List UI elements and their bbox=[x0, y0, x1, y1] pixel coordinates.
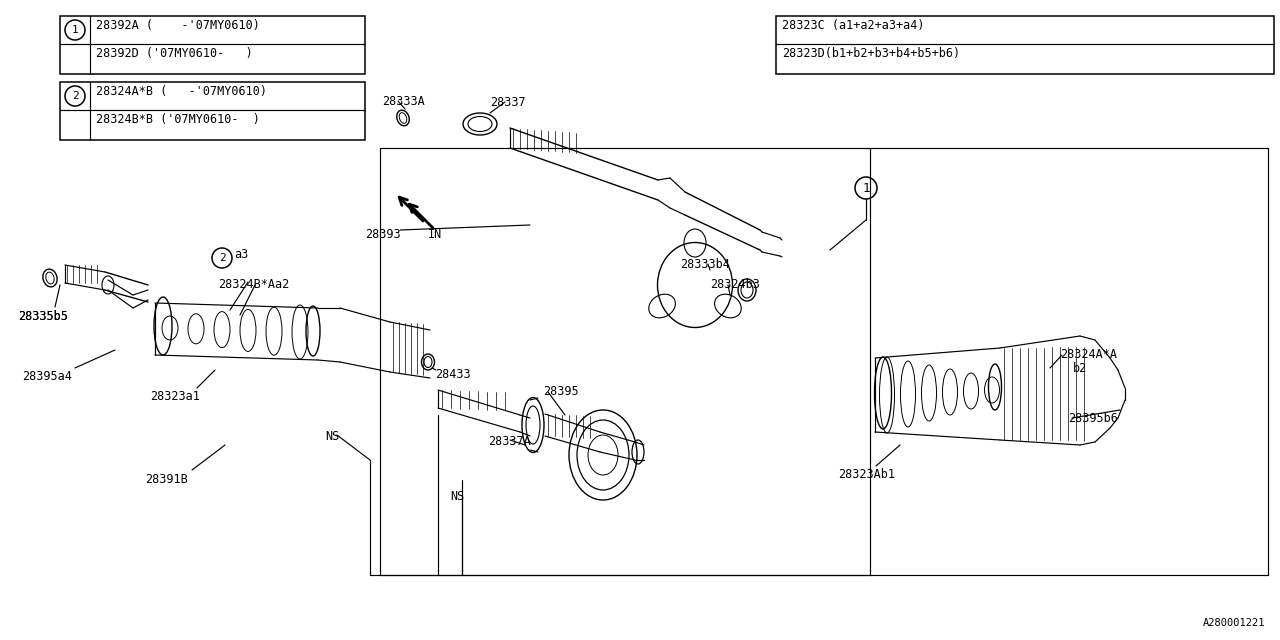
Text: b2: b2 bbox=[1073, 362, 1087, 375]
Bar bbox=[60, 16, 365, 74]
Text: NS: NS bbox=[325, 430, 339, 443]
Text: 28337: 28337 bbox=[490, 96, 526, 109]
Text: 1: 1 bbox=[72, 25, 78, 35]
Text: 28324B*B ('07MY0610-  ): 28324B*B ('07MY0610- ) bbox=[96, 113, 260, 126]
Text: 1: 1 bbox=[863, 182, 869, 195]
Text: NS: NS bbox=[451, 490, 465, 503]
Text: 28333A: 28333A bbox=[381, 95, 425, 108]
Text: 28395a4: 28395a4 bbox=[22, 370, 72, 383]
Text: 28323Ab1: 28323Ab1 bbox=[838, 468, 895, 481]
Bar bbox=[776, 16, 1274, 74]
Bar bbox=[60, 82, 365, 140]
Text: 28335b5: 28335b5 bbox=[18, 310, 68, 323]
Text: IN: IN bbox=[428, 228, 443, 241]
Text: 28335b5: 28335b5 bbox=[18, 310, 68, 323]
Text: 28392D ('07MY0610-   ): 28392D ('07MY0610- ) bbox=[96, 47, 252, 60]
Text: 28324B*Aa2: 28324B*Aa2 bbox=[218, 278, 289, 291]
Text: 2: 2 bbox=[219, 253, 225, 263]
Text: a3: a3 bbox=[234, 248, 248, 260]
Text: 28393: 28393 bbox=[365, 228, 401, 241]
Text: 28324b3: 28324b3 bbox=[710, 278, 760, 291]
Text: 28392A (    -'07MY0610): 28392A ( -'07MY0610) bbox=[96, 19, 260, 32]
Text: 28433: 28433 bbox=[435, 368, 471, 381]
Text: 28323D(b1+b2+b3+b4+b5+b6): 28323D(b1+b2+b3+b4+b5+b6) bbox=[782, 47, 960, 60]
Text: 28337A: 28337A bbox=[488, 435, 531, 448]
Text: 28324A*A: 28324A*A bbox=[1060, 348, 1117, 361]
Text: 28333b4: 28333b4 bbox=[680, 258, 730, 271]
Text: 28395: 28395 bbox=[543, 385, 579, 398]
Text: 28324A*B (   -'07MY0610): 28324A*B ( -'07MY0610) bbox=[96, 85, 268, 98]
Text: 28323a1: 28323a1 bbox=[150, 390, 200, 403]
Text: A280001221: A280001221 bbox=[1202, 618, 1265, 628]
Text: 2: 2 bbox=[72, 91, 78, 101]
Text: 28395b6: 28395b6 bbox=[1068, 412, 1117, 425]
Text: 28323C (a1+a2+a3+a4): 28323C (a1+a2+a3+a4) bbox=[782, 19, 924, 32]
Text: 28391B: 28391B bbox=[145, 473, 188, 486]
